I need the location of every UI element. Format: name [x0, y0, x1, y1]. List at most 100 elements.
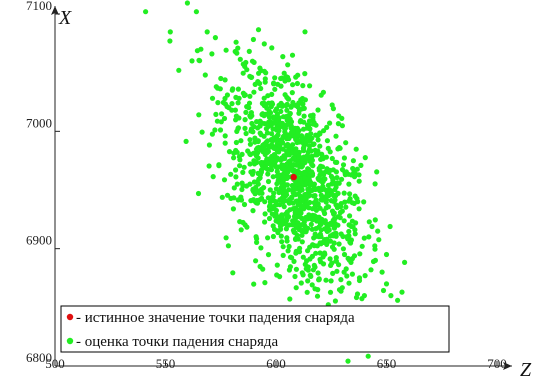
- estimate-point: [279, 218, 285, 224]
- estimate-point: [242, 63, 248, 69]
- estimate-point: [289, 255, 295, 261]
- estimate-point: [361, 293, 367, 299]
- estimate-point: [293, 285, 299, 291]
- estimate-point: [330, 106, 336, 112]
- estimate-point: [325, 145, 331, 151]
- estimate-point: [311, 193, 317, 199]
- estimate-point: [335, 121, 341, 127]
- estimate-point: [399, 289, 405, 295]
- estimate-point: [314, 293, 321, 299]
- estimate-point: [353, 294, 360, 301]
- estimate-point: [358, 162, 364, 168]
- legend-marker-estimate: [66, 337, 74, 345]
- estimate-point: [292, 230, 298, 236]
- estimate-point: [267, 187, 273, 193]
- x-tick-label: 650: [377, 356, 397, 371]
- estimate-point: [372, 217, 378, 223]
- estimate-point: [342, 199, 348, 205]
- estimate-point: [339, 176, 345, 182]
- estimate-point: [213, 84, 219, 90]
- estimate-point: [295, 159, 301, 165]
- estimate-point: [184, 0, 190, 6]
- estimate-point: [298, 222, 304, 228]
- estimate-point: [279, 239, 285, 245]
- estimate-point: [284, 235, 290, 241]
- estimate-point: [256, 176, 262, 182]
- estimate-point: [335, 214, 341, 220]
- y-tick-label: 6900: [26, 233, 52, 248]
- estimate-point: [250, 197, 256, 203]
- estimate-point: [293, 205, 299, 211]
- estimate-point: [296, 169, 302, 175]
- estimate-point: [366, 219, 372, 225]
- estimate-point: [212, 127, 218, 133]
- estimate-point: [222, 77, 228, 83]
- estimate-point: [265, 178, 272, 185]
- estimate-point: [365, 353, 371, 359]
- estimate-point: [276, 128, 282, 134]
- estimate-point: [348, 172, 354, 178]
- estimate-point: [295, 132, 301, 138]
- y-axis-title: X: [58, 7, 72, 29]
- estimate-point: [346, 198, 352, 204]
- estimate-point: [275, 229, 281, 236]
- estimate-point: [336, 241, 342, 247]
- estimate-point: [235, 86, 241, 92]
- estimate-point: [266, 143, 272, 149]
- estimate-point: [271, 80, 277, 86]
- estimate-point: [233, 174, 239, 180]
- estimate-point: [346, 257, 352, 263]
- estimate-point: [224, 192, 231, 198]
- estimate-point: [257, 263, 263, 270]
- estimate-point: [250, 208, 256, 214]
- estimate-point: [327, 256, 333, 262]
- estimate-point: [285, 248, 291, 254]
- estimate-point: [325, 182, 331, 188]
- estimate-point: [293, 146, 299, 152]
- estimate-point: [279, 120, 285, 126]
- estimate-point: [271, 226, 278, 232]
- estimate-point: [332, 231, 339, 237]
- legend-box: [60, 305, 450, 353]
- estimate-point: [221, 115, 228, 122]
- legend: - истинное значение точки падения снаряд…: [60, 305, 450, 353]
- estimate-point: [251, 89, 257, 95]
- estimate-point: [299, 232, 305, 238]
- estimate-point: [297, 245, 303, 251]
- true-impact-point: [290, 173, 297, 181]
- estimate-point: [273, 158, 279, 164]
- estimate-point: [315, 133, 321, 139]
- estimate-point: [291, 258, 297, 264]
- estimate-point: [336, 180, 342, 186]
- estimate-point: [318, 227, 324, 233]
- estimate-point: [262, 199, 268, 205]
- estimate-point: [217, 127, 224, 133]
- estimate-point: [316, 276, 322, 282]
- estimate-point: [295, 214, 301, 220]
- estimate-point: [317, 187, 323, 193]
- estimate-point: [340, 233, 346, 240]
- estimate-point: [266, 114, 272, 120]
- estimate-point: [274, 148, 280, 154]
- estimate-point: [293, 250, 299, 256]
- estimate-point: [281, 124, 288, 130]
- estimate-point: [233, 39, 239, 45]
- estimate-point: [322, 210, 328, 217]
- estimate-point: [213, 111, 219, 117]
- estimate-point: [283, 226, 289, 232]
- estimate-point: [222, 133, 228, 139]
- estimate-point: [195, 190, 202, 197]
- estimate-point: [352, 231, 358, 237]
- estimate-point: [272, 86, 278, 92]
- estimate-point: [231, 150, 237, 156]
- estimate-point: [324, 193, 330, 199]
- estimate-point: [317, 256, 323, 263]
- estimate-point: [272, 75, 278, 81]
- estimate-point: [376, 237, 382, 243]
- estimate-point: [278, 83, 284, 89]
- estimate-point: [357, 251, 363, 257]
- estimate-point: [265, 123, 271, 130]
- estimate-point: [243, 59, 249, 66]
- estimate-point: [293, 198, 299, 204]
